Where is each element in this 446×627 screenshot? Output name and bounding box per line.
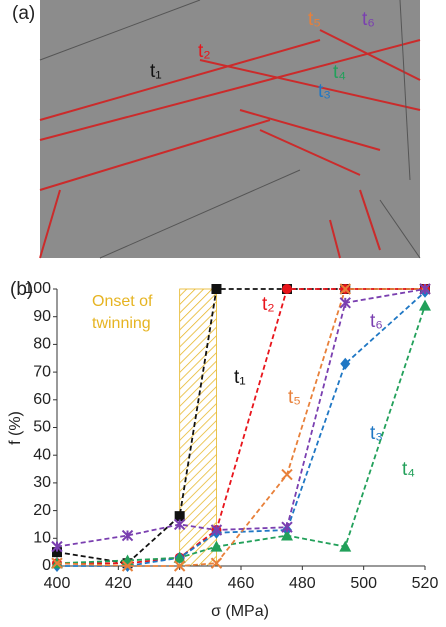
- marker: [339, 297, 351, 309]
- onset-band: [179, 288, 217, 567]
- y-tick-label: 60: [33, 391, 51, 408]
- series-label: t₆: [370, 311, 383, 332]
- marker: [282, 284, 292, 294]
- marker: [121, 529, 134, 542]
- y-tick-label: 80: [33, 336, 51, 353]
- marker: [340, 357, 351, 370]
- y-tick-label: 0: [42, 557, 51, 574]
- marker: [419, 283, 431, 295]
- image-label: t₃: [318, 81, 331, 102]
- series-label: t₅: [288, 387, 301, 408]
- series-label: t₁: [234, 367, 246, 388]
- y-tick-label: 40: [33, 446, 51, 463]
- panel-label: (a): [12, 3, 35, 24]
- x-tick-label: 400: [44, 575, 71, 592]
- y-tick-label: 50: [33, 419, 51, 436]
- y-tick-label: 10: [33, 530, 51, 547]
- x-tick-label: 520: [412, 575, 439, 592]
- onset-label-line: Onset of: [92, 293, 153, 310]
- marker: [173, 518, 186, 531]
- marker: [281, 529, 293, 541]
- marker: [173, 560, 186, 572]
- marker: [210, 557, 223, 569]
- marker: [211, 284, 222, 294]
- x-tick-label: 440: [166, 575, 193, 592]
- image-label: t₄: [333, 62, 346, 83]
- x-tick-label: 460: [228, 575, 255, 592]
- marker: [281, 468, 293, 481]
- y-tick-label: 20: [33, 502, 51, 519]
- series-label: t₃: [370, 423, 383, 444]
- series-label: t₄: [402, 459, 415, 480]
- x-tick-label: 420: [105, 575, 132, 592]
- image-label: t₆: [362, 9, 375, 30]
- marker: [339, 540, 352, 552]
- marker: [51, 557, 63, 569]
- x-tick-label: 500: [350, 575, 377, 592]
- onset-label-line: twinning: [92, 315, 151, 332]
- marker: [51, 540, 63, 553]
- marker: [52, 547, 62, 558]
- marker: [121, 560, 134, 572]
- x-axis-label: σ (MPa): [211, 603, 269, 620]
- x-tick-label: 480: [289, 575, 316, 592]
- image-label: t₅: [308, 9, 321, 30]
- marker: [210, 524, 223, 536]
- y-tick-label: 100: [24, 280, 51, 297]
- y-axis-label: f (%): [7, 411, 24, 445]
- marker: [174, 511, 185, 522]
- marker: [281, 521, 293, 533]
- y-tick-label: 30: [33, 474, 51, 491]
- panel-label: (b): [10, 279, 33, 300]
- y-tick-label: 90: [33, 308, 51, 325]
- image-label: t₂: [198, 41, 211, 62]
- y-tick-label: 70: [33, 363, 51, 380]
- marker: [339, 283, 351, 295]
- marker: [210, 540, 223, 552]
- image-label: t₁: [150, 61, 162, 82]
- micrograph: [39, 0, 421, 259]
- marker: [419, 299, 431, 311]
- onset-label: Onset of twinning: [92, 293, 153, 332]
- series-label: t₂: [262, 294, 275, 315]
- marker: [173, 551, 186, 563]
